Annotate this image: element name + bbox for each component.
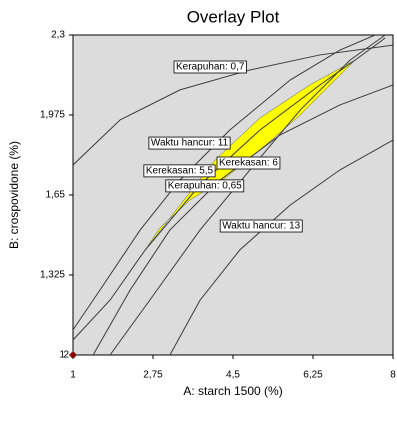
x-axis-label: A: starch 1500 (%) [183,384,282,398]
y-tick-label: 1,975 [40,110,65,121]
design-point [70,352,76,358]
contour-label: Waktu hancur: 11 [151,138,229,149]
x-tick-label: 4,5 [226,370,240,381]
contour-line [73,44,393,166]
x-tick-label: 8 [390,370,396,381]
chart-title: Overlay Plot [187,7,280,26]
contour-label-box [165,179,245,193]
x-tick-label: 1 [70,370,76,381]
contour-label: Kerekasan: 5,5 [146,166,214,177]
x-tick-label: 2,75 [143,370,163,381]
contour-label: Kerekasan: 6 [219,158,278,169]
contour-label-box [216,156,281,170]
y-tick-label: 2,3 [51,30,65,41]
plot-area [72,34,394,356]
y-tick-label: 1,325 [40,270,65,281]
contour-line [73,35,376,331]
contour-label: Kerapuhan: 0,7 [176,62,245,73]
design-point-label: 2 [63,350,69,361]
contour-label: Waktu hancur: 13 [222,221,300,232]
contour-label-box [173,60,247,74]
x-tick-label: 6,25 [303,370,323,381]
contour-label: Kerapuhan: 0,65 [168,181,242,192]
y-tick-label: 1 [59,350,65,361]
contour-label-box [143,164,216,178]
contour-label-box [148,136,231,150]
contour-label-box [219,219,303,233]
contour-line [109,35,386,355]
y-tick-label: 1,65 [46,190,66,201]
y-axis-label: B: crospovidone (%) [7,141,21,249]
